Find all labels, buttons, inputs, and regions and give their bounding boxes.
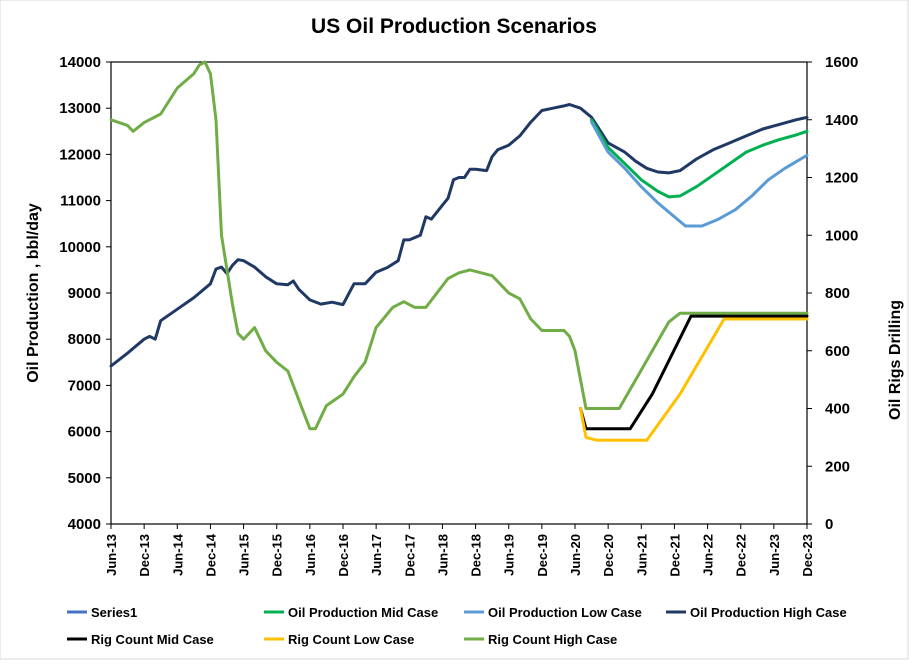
series-line-rig-count-high-case [109, 60, 809, 431]
y2-tick-label: 400 [825, 401, 850, 418]
x-tick-label: Jun-20 [568, 534, 583, 576]
x-tick-label: Dec-15 [270, 534, 285, 577]
legend-label: Rig Count High Case [488, 632, 617, 647]
x-tick-label: Dec-19 [535, 534, 550, 577]
legend-label: Oil Production High Case [690, 605, 847, 620]
y2-tick-label: 1400 [825, 112, 858, 129]
chart-title: US Oil Production Scenarios [311, 15, 597, 38]
y-tick-label: 6000 [68, 424, 101, 441]
x-tick-label: Jun-21 [634, 534, 649, 576]
right-axis: 0 200 400 600 800 1000 1200 1400 1600 [807, 54, 858, 533]
series-line-oil-production-mid-case [590, 118, 809, 199]
legend-label: Rig Count Low Case [288, 632, 414, 647]
series-line-oil-production-high-case [109, 103, 809, 368]
x-tick-label: Jun-17 [369, 534, 384, 576]
x-tick-label: Jun-19 [502, 534, 517, 576]
left-axis: 4000 5000 6000 7000 8000 9000 10000 11000 12000 1… [59, 54, 111, 533]
y2-tick-label: 1000 [825, 227, 858, 244]
series-group [109, 60, 809, 442]
x-tick-label: Jun-13 [104, 534, 119, 576]
y-tick-label: 11000 [60, 193, 101, 210]
x-tick-label: Dec-16 [336, 534, 351, 577]
y2-tick-label: 200 [825, 458, 850, 475]
y-tick-label: 7000 [68, 377, 101, 394]
x-tick-label: Dec-22 [734, 534, 749, 577]
y-tick-label: 12000 [59, 146, 101, 163]
y-tick-label: 5000 [68, 470, 101, 487]
y2-tick-label: 0 [825, 516, 833, 533]
series-line-rig-count-mid-case [579, 314, 809, 431]
x-tick-label: Dec-13 [137, 534, 152, 577]
x-tick-label: Jun-16 [303, 534, 318, 576]
legend-label: Rig Count Mid Case [91, 632, 214, 647]
series-line-rig-count-low-case [579, 317, 809, 442]
x-axis: Jun-13 Dec-13 Jun-14 Dec-14 Jun-15 Dec-15 Jun-… [104, 524, 815, 577]
x-tick-label: Jun-22 [701, 534, 716, 576]
y-tick-label: 4000 [68, 516, 101, 533]
y2-tick-label: 800 [825, 285, 850, 302]
series-line-oil-production-low-case [590, 120, 809, 228]
legend-label: Oil Production Mid Case [288, 605, 438, 620]
legend: Series1 Oil Production Mid Case Oil Produc… [67, 605, 847, 647]
y-tick-label: 9000 [68, 285, 101, 302]
x-tick-label: Jun-18 [435, 534, 450, 576]
y-tick-label: 8000 [68, 331, 101, 348]
x-tick-label: Dec-23 [800, 534, 815, 577]
x-tick-label: Dec-20 [601, 534, 616, 577]
x-tick-label: Dec-18 [469, 534, 484, 577]
x-tick-label: Dec-17 [402, 534, 417, 577]
y2-tick-label: 600 [825, 343, 850, 360]
x-tick-label: Jun-15 [237, 534, 252, 576]
x-tick-label: Dec-21 [667, 534, 682, 577]
y2-axis-title: Oil Rigs Drilling [887, 300, 904, 420]
y-tick-label: 14000 [59, 54, 101, 71]
y-tick-label: 10000 [59, 239, 101, 256]
y-tick-label: 13000 [59, 100, 101, 117]
x-tick-label: Dec-14 [203, 533, 218, 576]
y2-tick-label: 1600 [825, 54, 858, 71]
legend-label: Oil Production Low Case [488, 605, 642, 620]
x-tick-label: Jun-23 [767, 534, 782, 576]
y2-tick-label: 1200 [825, 170, 858, 187]
legend-label: Series1 [91, 605, 137, 620]
x-tick-label: Jun-14 [170, 533, 185, 576]
y-axis-title: Oil Production , bbl/day [25, 203, 42, 383]
